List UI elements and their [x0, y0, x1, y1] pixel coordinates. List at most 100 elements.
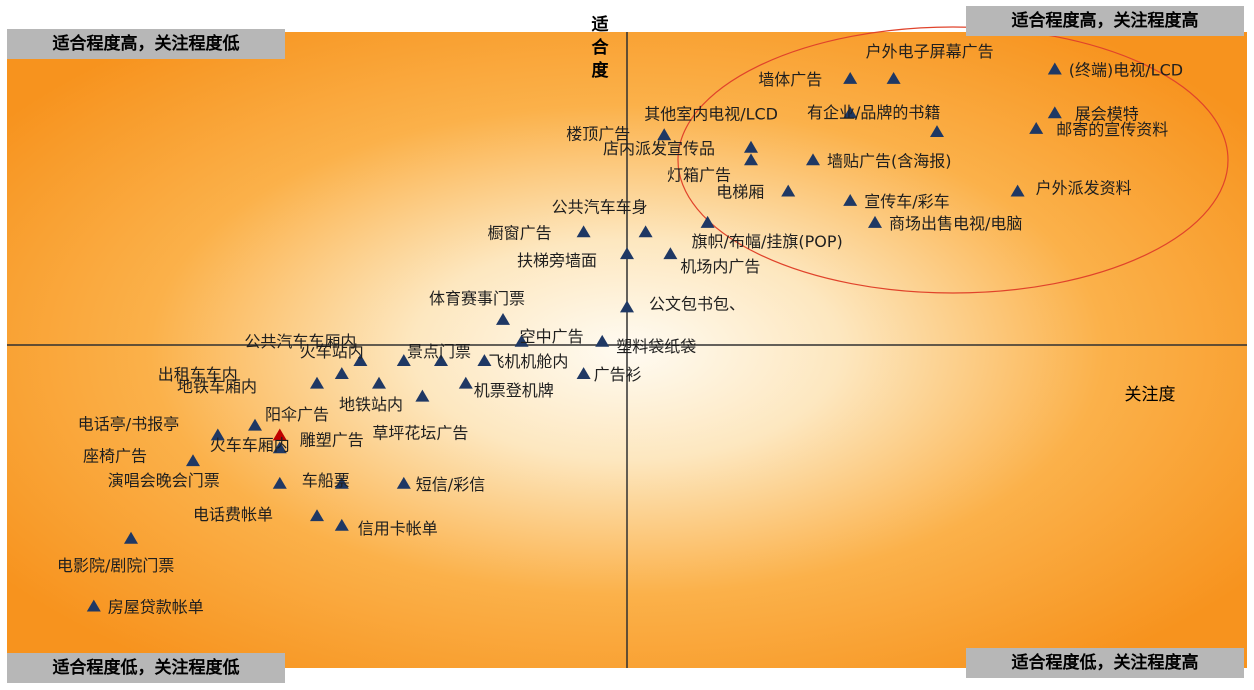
- data-point: 出租车车内: [158, 365, 349, 384]
- triangle-marker: [657, 128, 672, 141]
- data-point: 广告衫: [576, 365, 642, 384]
- point-label: 机票登机牌: [474, 381, 554, 400]
- data-point: 阳伞广告: [248, 405, 329, 431]
- triangle-marker: [930, 125, 944, 138]
- point-label: 塑料袋纸袋: [616, 337, 696, 356]
- data-point: 演唱会晚会门票: [108, 471, 287, 490]
- triangle-marker: [186, 454, 200, 467]
- triangle-marker: [595, 334, 610, 347]
- data-point: 火车车厢内: [210, 435, 290, 454]
- triangle-marker: [334, 518, 349, 531]
- data-point: 草坪花坛广告: [372, 389, 468, 443]
- point-label: 邮寄的宣传资料: [1056, 120, 1168, 139]
- quadrant-label-top-right: 适合程度高，关注程度高: [966, 6, 1244, 36]
- data-point: 飞机机舱内: [477, 352, 568, 371]
- data-point: 户外电子屏幕广告: [866, 42, 994, 84]
- data-point: 墙体广告: [758, 70, 858, 89]
- point-label: 座椅广告: [83, 446, 147, 465]
- triangle-marker: [458, 376, 473, 389]
- point-label: 户外派发资料: [1036, 179, 1132, 198]
- data-point: 电梯厢: [716, 183, 796, 202]
- point-label: 短信/彩信: [416, 475, 485, 494]
- data-point: 电话亭/书报亭: [78, 414, 225, 441]
- data-point: 体育赛事门票: [429, 289, 525, 325]
- triangle-marker: [86, 599, 101, 612]
- point-label: 户外电子屏幕广告: [866, 42, 994, 61]
- point-label: 商场出售电视/电脑: [889, 214, 1022, 233]
- data-point: 户外派发资料: [1010, 179, 1132, 198]
- data-point: 扶梯旁墙面: [517, 247, 634, 270]
- data-point: 橱窗广告: [488, 223, 591, 242]
- triangle-marker: [396, 354, 411, 367]
- triangle-marker: [434, 354, 448, 367]
- data-point: 塑料袋纸袋: [595, 334, 696, 356]
- data-point: 火车站内: [300, 342, 411, 367]
- data-point: 机场内广告: [663, 247, 760, 276]
- highlight-ellipse: [677, 26, 1229, 294]
- triangle-marker: [781, 184, 796, 197]
- data-point: 地铁车厢内: [177, 376, 324, 396]
- data-point: 商场出售电视/电脑: [868, 214, 1022, 233]
- point-label: 电话费帐单: [193, 505, 273, 524]
- data-point: 机票登机牌: [458, 376, 554, 400]
- point-label: 墙贴广告(含海报): [827, 151, 952, 170]
- point-label: 雕塑广告: [300, 430, 364, 449]
- triangle-marker: [248, 418, 262, 431]
- data-point: 墙贴广告(含海报): [806, 151, 952, 170]
- point-label: 公文包书包、: [649, 294, 745, 313]
- triangle-marker: [210, 428, 225, 441]
- point-label: 机场内广告: [680, 257, 760, 276]
- point-label: 橱窗广告: [488, 223, 552, 242]
- triangle-marker: [744, 153, 758, 166]
- data-point: 雕塑广告: [272, 428, 364, 449]
- triangle-marker: [843, 194, 858, 206]
- data-point: 有企业/品牌的书籍: [807, 103, 944, 138]
- point-label: 地铁站内: [339, 395, 403, 414]
- triangle-marker: [806, 153, 820, 166]
- triangle-marker: [843, 71, 858, 84]
- triangle-marker: [744, 140, 758, 153]
- point-label: 有企业/品牌的书籍: [807, 103, 940, 122]
- data-point: (终端)电视/LCD: [1047, 61, 1183, 80]
- quadrant-label-top-left: 适合程度高，关注程度低: [7, 29, 285, 59]
- triangle-marker: [886, 71, 901, 84]
- point-label: 演唱会晚会门票: [108, 471, 220, 490]
- point-label: 旗帜/布幅/挂旗(POP): [692, 232, 843, 251]
- triangle-marker: [514, 334, 529, 347]
- triangle-marker: [415, 389, 430, 402]
- triangle-marker: [663, 247, 678, 260]
- point-label: 景点门票: [407, 342, 471, 361]
- point-label: (终端)电视/LCD: [1069, 61, 1183, 80]
- triangle-marker: [124, 531, 138, 544]
- point-label: 阳伞广告: [265, 405, 329, 424]
- data-point: 公共汽车车厢内: [244, 332, 368, 367]
- data-point: 景点门票: [407, 342, 471, 367]
- point-label: 公共汽车车身: [552, 197, 648, 216]
- data-point: 楼顶广告: [566, 124, 672, 143]
- triangle-marker: [396, 476, 411, 489]
- triangle-marker: [620, 247, 634, 260]
- point-label: 灯箱广告: [667, 165, 731, 184]
- triangle-marker: [1047, 62, 1062, 75]
- point-label: 楼顶广告: [566, 124, 630, 143]
- triangle-marker: [272, 476, 287, 489]
- triangle-marker: [477, 354, 492, 367]
- point-label: 房屋贷款帐单: [108, 598, 204, 617]
- data-point: 信用卡帐单: [334, 518, 438, 538]
- data-point: 电话费帐单: [193, 505, 324, 524]
- point-label: 电影院/剧院门票: [57, 556, 174, 575]
- triangle-marker: [272, 428, 287, 441]
- data-point: 地铁站内: [339, 376, 403, 414]
- data-point: 车船票: [302, 471, 350, 490]
- data-point: 旗帜/布幅/挂旗(POP): [692, 215, 843, 251]
- data-point: 宣传车/彩车: [843, 192, 950, 211]
- point-label: 火车站内: [300, 342, 364, 361]
- triangle-marker: [1047, 106, 1062, 119]
- point-label: 出租车车内: [158, 365, 238, 384]
- point-label: 体育赛事门票: [429, 289, 525, 308]
- point-label: 信用卡帐单: [358, 519, 438, 538]
- point-label: 空中广告: [520, 327, 584, 346]
- triangle-marker: [620, 300, 634, 313]
- point-label: 广告衫: [594, 365, 642, 384]
